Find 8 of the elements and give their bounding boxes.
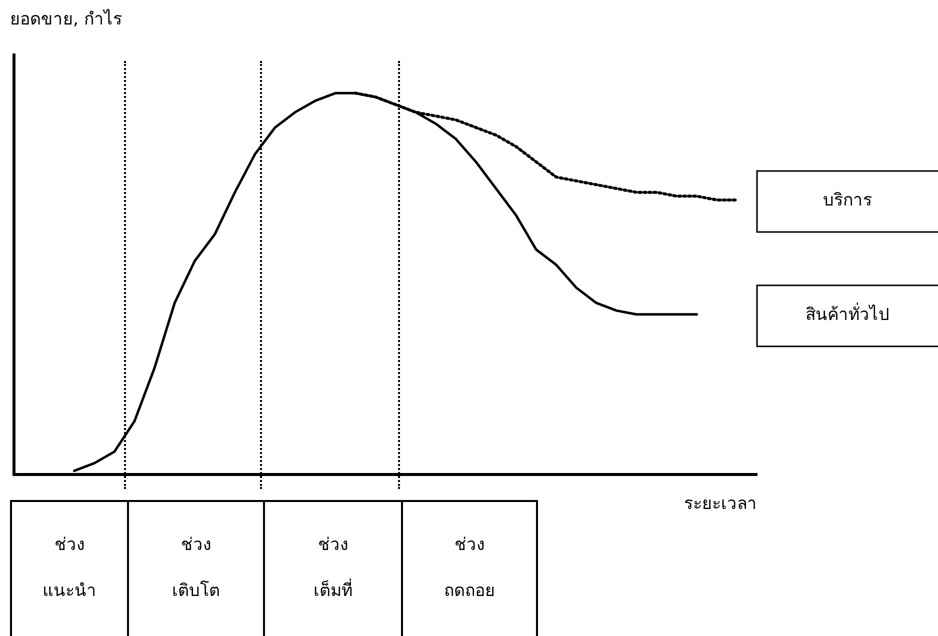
text: ช่วง เติบโต (172, 535, 220, 601)
y-axis-title: ยอดขาย, กำไร (10, 8, 122, 30)
text: ช่วง แนะนำ (42, 535, 96, 601)
text: ช่วง เต็มที่ (314, 535, 352, 601)
text: ช่วง ถดถอย (444, 535, 495, 601)
text: บริการ (823, 190, 872, 210)
x-axis-title: ระยะเวลา (684, 494, 757, 514)
text: สินค้าทั่วไป (806, 302, 890, 325)
